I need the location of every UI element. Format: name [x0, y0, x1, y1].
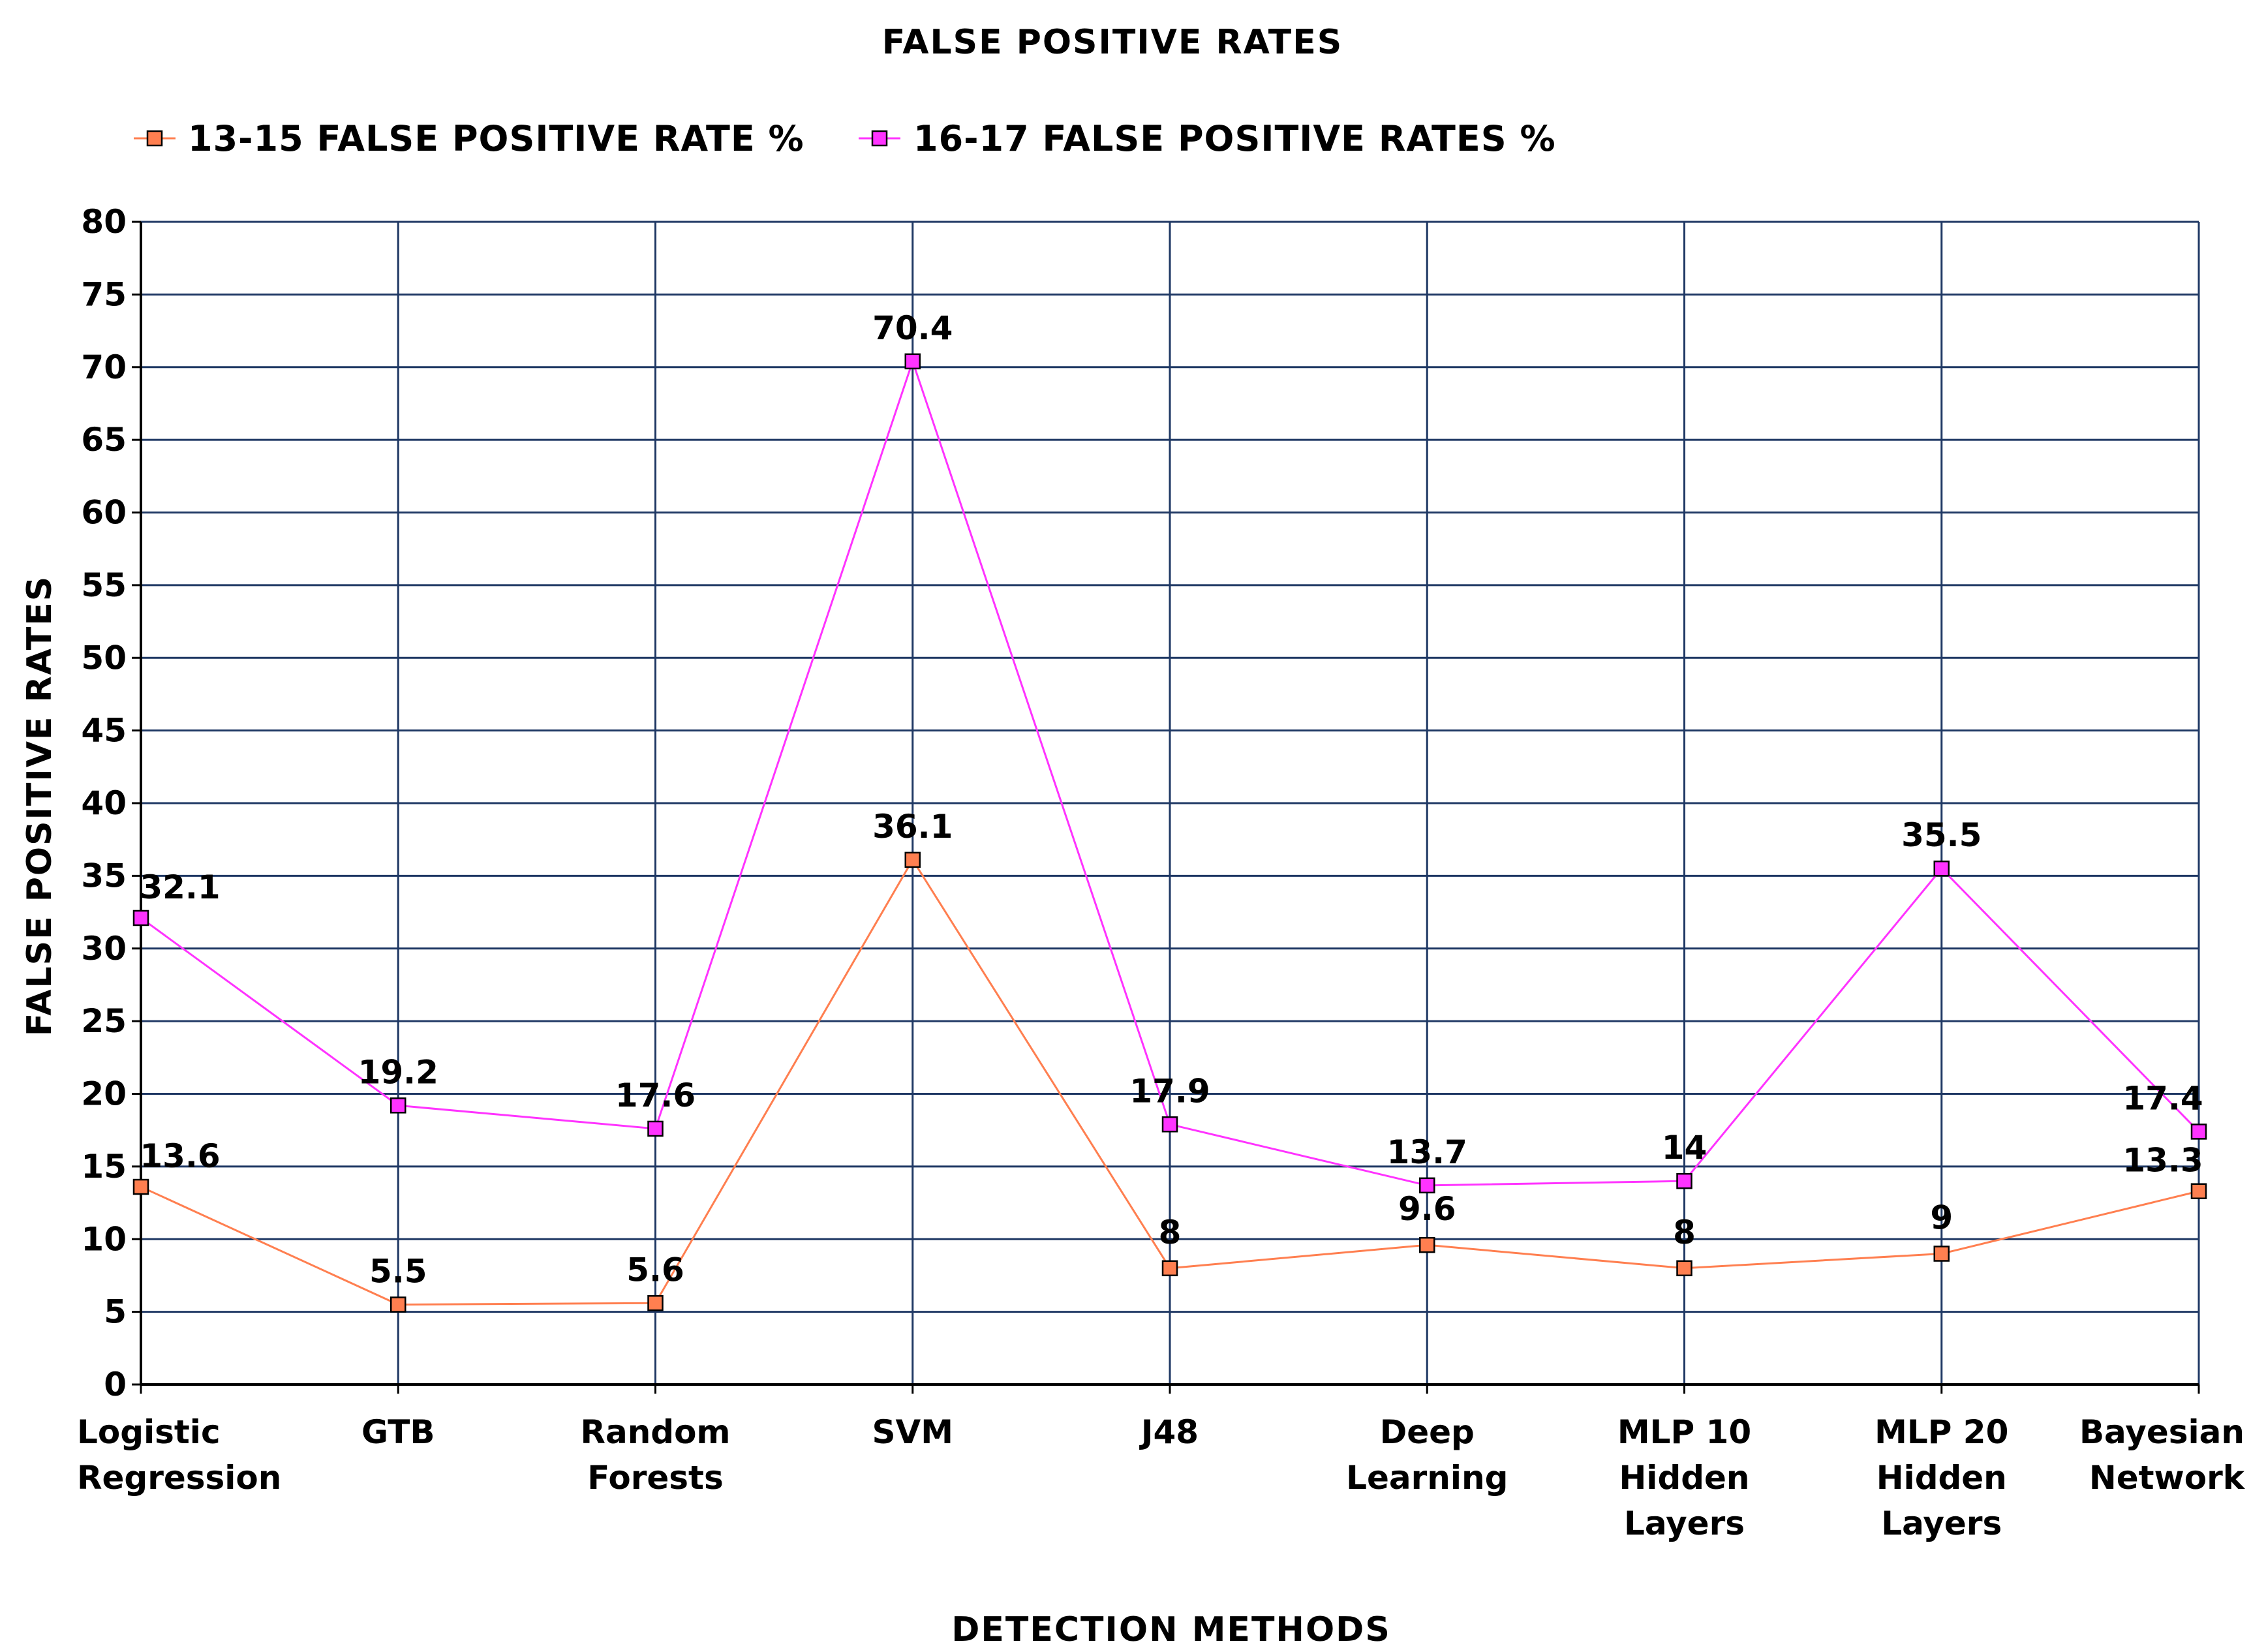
y-tick-label: 0	[104, 1366, 127, 1403]
data-point	[1419, 1236, 1435, 1253]
y-tick-label: 30	[81, 930, 127, 968]
data-label: 5.6	[626, 1251, 684, 1289]
data-labels: 13.6 5.5 5.6 36.1 8 9.6 8 9 13.3 32.1 19.2 17.6 70.4…	[140, 309, 2203, 1291]
x-tick-label-line: Layers	[1881, 1505, 2002, 1542]
x-axis-title: DETECTION METHODS	[951, 1610, 1391, 1649]
data-point	[1161, 1260, 1178, 1277]
data-point	[1419, 1177, 1435, 1194]
y-tick-label: 45	[81, 712, 127, 750]
data-point	[132, 1178, 149, 1195]
x-tick-label: J48	[1139, 1413, 1199, 1451]
y-tick-label: 55	[81, 566, 127, 604]
x-tick-label: Deep Learning	[1346, 1413, 1508, 1497]
data-label: 8	[1159, 1214, 1182, 1251]
data-point	[904, 353, 921, 370]
x-tick-label-line: Regression	[77, 1459, 281, 1497]
x-tick-label-line: Layers	[1624, 1505, 1745, 1542]
x-tick-label-line: Hidden	[1876, 1459, 2007, 1497]
legend: 13-15 FALSE POSITIVE RATE % 16-17 FALSE P…	[134, 118, 1556, 159]
data-point	[1676, 1260, 1692, 1277]
x-tick-label-line: Random	[580, 1413, 730, 1451]
x-tick-label-line: Logistic	[77, 1413, 221, 1451]
grid	[141, 221, 2200, 1384]
x-tick-label: MLP 10 Hidden Layers	[1617, 1413, 1751, 1542]
data-label: 14	[1662, 1129, 1707, 1167]
x-tick-label-line: Forests	[587, 1459, 723, 1497]
y-tick-label: 35	[81, 857, 127, 895]
data-label: 8	[1673, 1214, 1696, 1251]
data-point	[904, 851, 921, 868]
legend-label: 13-15 FALSE POSITIVE RATE %	[188, 118, 804, 159]
data-label: 32.1	[140, 868, 220, 906]
x-tick-label-line: GTB	[361, 1413, 435, 1451]
x-tick-label-line: SVM	[872, 1413, 953, 1451]
data-label: 17.4	[2122, 1079, 2203, 1117]
data-point	[2190, 1183, 2207, 1199]
x-tick-label-line: MLP 20	[1875, 1413, 2008, 1451]
x-tick-label: SVM	[872, 1413, 953, 1451]
data-label: 9.6	[1398, 1190, 1456, 1228]
legend-item-2: 16-17 FALSE POSITIVE RATES %	[859, 118, 1556, 159]
x-tick-label-line: Network	[2089, 1459, 2246, 1497]
x-tick-label-line: J48	[1139, 1413, 1199, 1451]
legend-item-1: 13-15 FALSE POSITIVE RATE %	[134, 118, 804, 159]
data-point	[1933, 860, 1950, 877]
x-tick-label-line: Learning	[1346, 1459, 1508, 1497]
x-tick-label-line: Hidden	[1619, 1459, 1749, 1497]
y-tick-label: 50	[81, 639, 127, 677]
data-label: 13.3	[2122, 1142, 2203, 1180]
data-label: 17.9	[1129, 1072, 1210, 1110]
data-label: 36.1	[872, 808, 953, 846]
data-point	[647, 1295, 664, 1311]
chart-title: FALSE POSITIVE RATES	[882, 23, 1343, 62]
data-point	[390, 1097, 406, 1114]
data-label: 19.2	[358, 1053, 438, 1091]
x-tick-label-line: Deep	[1380, 1413, 1475, 1451]
data-label: 35.5	[1901, 816, 1982, 854]
x-tick-label: Random Forests	[580, 1413, 730, 1497]
data-point	[1933, 1246, 1950, 1262]
y-tick-label: 65	[81, 421, 127, 459]
data-point	[132, 910, 149, 926]
y-tick-label: 10	[81, 1220, 127, 1258]
data-label: 70.4	[872, 309, 953, 347]
data-point	[2190, 1124, 2207, 1140]
data-point	[1161, 1116, 1178, 1133]
x-tick-label: Bayesian Network	[2079, 1413, 2246, 1497]
y-tick-label: 75	[81, 275, 127, 313]
data-point	[390, 1296, 406, 1313]
y-tick-label: 80	[81, 203, 127, 241]
legend-marker	[871, 130, 888, 147]
x-tick-labels: Logistic Regression GTB Random Forests SVM J48…	[77, 1413, 2246, 1542]
data-label: 13.6	[140, 1137, 220, 1175]
data-label: 5.5	[369, 1252, 427, 1290]
y-tick-label: 40	[81, 784, 127, 822]
y-tick-label: 25	[81, 1002, 127, 1040]
legend-label: 16-17 FALSE POSITIVE RATES %	[913, 118, 1556, 159]
data-point	[1676, 1172, 1692, 1189]
data-label: 13.7	[1387, 1133, 1467, 1171]
data-label: 17.6	[615, 1077, 696, 1114]
y-tick-label: 15	[81, 1148, 127, 1185]
y-tick-labels: 0 5 10 15 20 25 30 35 40 45 50 55 60 65 70 75 80	[81, 203, 127, 1403]
data-label: 9	[1930, 1199, 1953, 1237]
legend-marker	[146, 130, 163, 147]
x-tick-label-line: Bayesian	[2079, 1413, 2244, 1451]
y-axis-title: FALSE POSITIVE RATES	[20, 575, 59, 1037]
y-tick-label: 70	[81, 348, 127, 386]
y-tick-label: 60	[81, 494, 127, 532]
x-tick-label: Logistic Regression	[77, 1413, 281, 1497]
x-tick-label: MLP 20 Hidden Layers	[1875, 1413, 2008, 1542]
series-group	[132, 353, 2207, 1313]
y-tick-label: 5	[104, 1293, 127, 1331]
y-tick-label: 20	[81, 1075, 127, 1113]
x-tick-label-line: MLP 10	[1617, 1413, 1751, 1451]
x-tick-label: GTB	[361, 1413, 435, 1451]
data-point	[647, 1120, 664, 1137]
